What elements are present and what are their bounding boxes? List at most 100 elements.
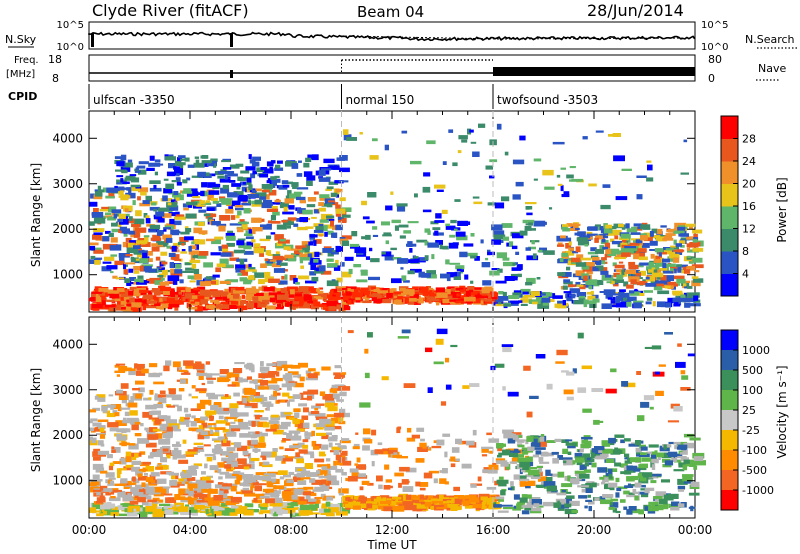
velocity-cell: [454, 498, 461, 505]
velocity-cell: [535, 441, 547, 447]
velocity-cell: [326, 496, 334, 501]
power-cell: [211, 238, 221, 245]
velocity-cell: [293, 382, 304, 388]
power-cell: [621, 168, 632, 171]
power-cell: [619, 289, 626, 292]
power-cell: [579, 295, 586, 299]
power-cell: [194, 244, 199, 250]
power-cell: [245, 293, 258, 297]
velocity-cell: [303, 422, 310, 428]
velocity-cell: [555, 361, 565, 364]
velocity-cell: [577, 332, 584, 339]
power-cell: [166, 245, 171, 249]
velocity-cell: [254, 410, 264, 413]
power-cell: [185, 228, 192, 233]
velocity-cell: [384, 464, 390, 470]
power-cell: [247, 200, 251, 204]
power-cell: [359, 132, 363, 135]
power-cell: [448, 243, 459, 249]
velocity-cell: [340, 445, 347, 450]
power-cell: [206, 163, 215, 167]
power-cell: [586, 271, 593, 275]
power-cell: [318, 177, 331, 182]
power-cell: [260, 224, 272, 230]
velocity-cell: [197, 434, 205, 440]
velocity-cell: [131, 460, 142, 465]
velocity-cell: [658, 364, 666, 367]
power-cell: [105, 195, 115, 199]
power-cell: [611, 240, 623, 245]
velocity-cell: [621, 381, 629, 387]
power-cell: [115, 277, 125, 280]
velocity-cell: [420, 438, 425, 442]
velocity-cell: [114, 370, 126, 373]
power-cell: [272, 211, 280, 216]
power-cell: [281, 275, 285, 280]
velocity-cell: [598, 448, 605, 453]
power-cell: [252, 156, 261, 161]
power-cell: [657, 252, 667, 255]
power-cell: [245, 269, 257, 272]
power-cell: [144, 237, 149, 243]
power-cell: [318, 265, 326, 272]
power-cell: [334, 304, 344, 308]
velocity-cell: [295, 513, 301, 517]
colorbar-swatch: [721, 251, 738, 274]
power-cell: [665, 302, 672, 308]
velocity-cell: [204, 453, 216, 457]
power-cell: [340, 262, 345, 267]
power-cell: [435, 213, 442, 219]
power-cell: [576, 254, 584, 260]
velocity-cell: [110, 512, 119, 516]
velocity-cell: [328, 393, 340, 400]
power-cell: [288, 205, 295, 210]
power-cell: [526, 255, 539, 261]
power-cell: [665, 233, 676, 236]
power-cell: [125, 237, 132, 243]
power-cell: [203, 174, 212, 178]
velocity-cell: [107, 422, 119, 428]
velocity-cell: [127, 402, 138, 408]
power-cell: [292, 301, 301, 305]
power-cell: [560, 167, 566, 170]
power-cell: [199, 289, 211, 296]
power-cell: [446, 272, 457, 278]
power-cell: [127, 159, 133, 163]
velocity-cell: [251, 398, 263, 402]
power-cell: [195, 159, 200, 165]
power-cell: [246, 302, 255, 309]
velocity-cell: [300, 477, 311, 480]
velocity-cell: [640, 488, 645, 491]
velocity-cell: [349, 468, 359, 473]
velocity-cell: [297, 500, 307, 505]
velocity-cell: [162, 506, 170, 512]
power-cell: [654, 262, 664, 267]
power-cell: [398, 224, 409, 228]
velocity-cell: [276, 366, 281, 371]
power-cell: [210, 158, 218, 162]
power-cell: [135, 240, 148, 244]
velocity-cell: [99, 434, 106, 439]
power-cell: [270, 176, 277, 180]
velocity-cell: [513, 494, 520, 500]
velocity-cell: [233, 368, 243, 374]
velocity-cell: [416, 504, 427, 509]
velocity-cell: [535, 354, 546, 359]
velocity-cell: [502, 429, 514, 434]
velocity-cell: [103, 488, 113, 492]
velocity-cell: [381, 376, 389, 381]
velocity-cell: [243, 387, 253, 393]
power-cell: [640, 224, 651, 230]
velocity-cell: [538, 457, 544, 462]
power-cell: [467, 286, 475, 292]
velocity-cell: [137, 497, 146, 503]
velocity-cell: [519, 481, 531, 487]
velocity-cell: [401, 479, 409, 485]
power-cell: [557, 300, 563, 304]
velocity-cell: [244, 503, 254, 508]
velocity-cell: [359, 486, 364, 491]
velocity-cell: [399, 466, 410, 472]
power-cell: [594, 237, 599, 243]
power-cell: [182, 203, 191, 208]
power-cell: [225, 232, 235, 239]
